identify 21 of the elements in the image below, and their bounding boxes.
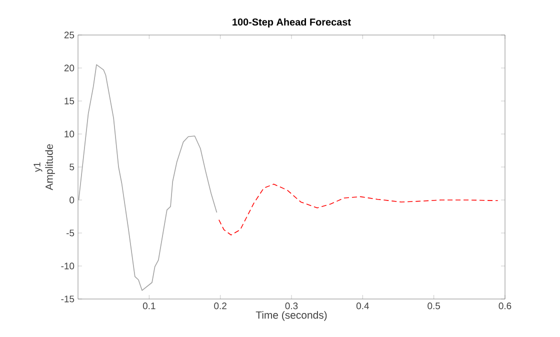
y-tick-label: 25 [64,32,74,38]
x-tick-label: 0.4 [356,302,369,310]
x-tick-label: 0.3 [285,302,298,310]
x-axis-title: Time (seconds) [256,311,327,321]
y-tick-label: 15 [64,98,74,104]
y-tick-label: 0 [70,196,74,204]
x-tick-label: 0.1 [142,302,156,310]
y-tick-label: -5 [66,230,74,236]
y-tick-label: -10 [61,262,74,270]
y-axis-title: Amplitude [45,144,55,190]
chart-title: 100-Step Ahead Forecast [232,18,351,28]
y-tick-label: 5 [70,164,74,170]
y-tick-label: -15 [61,296,74,302]
y-tick-label: 10 [64,130,74,138]
text: y1 [34,162,42,172]
line-series [78,64,218,291]
x-tick-label: 0.2 [214,302,226,310]
x-tick-label: 0.5 [428,302,440,310]
x-tick-label: 0.6 [498,302,512,310]
line-series [218,184,498,236]
y-tick-label: 20 [64,64,74,72]
